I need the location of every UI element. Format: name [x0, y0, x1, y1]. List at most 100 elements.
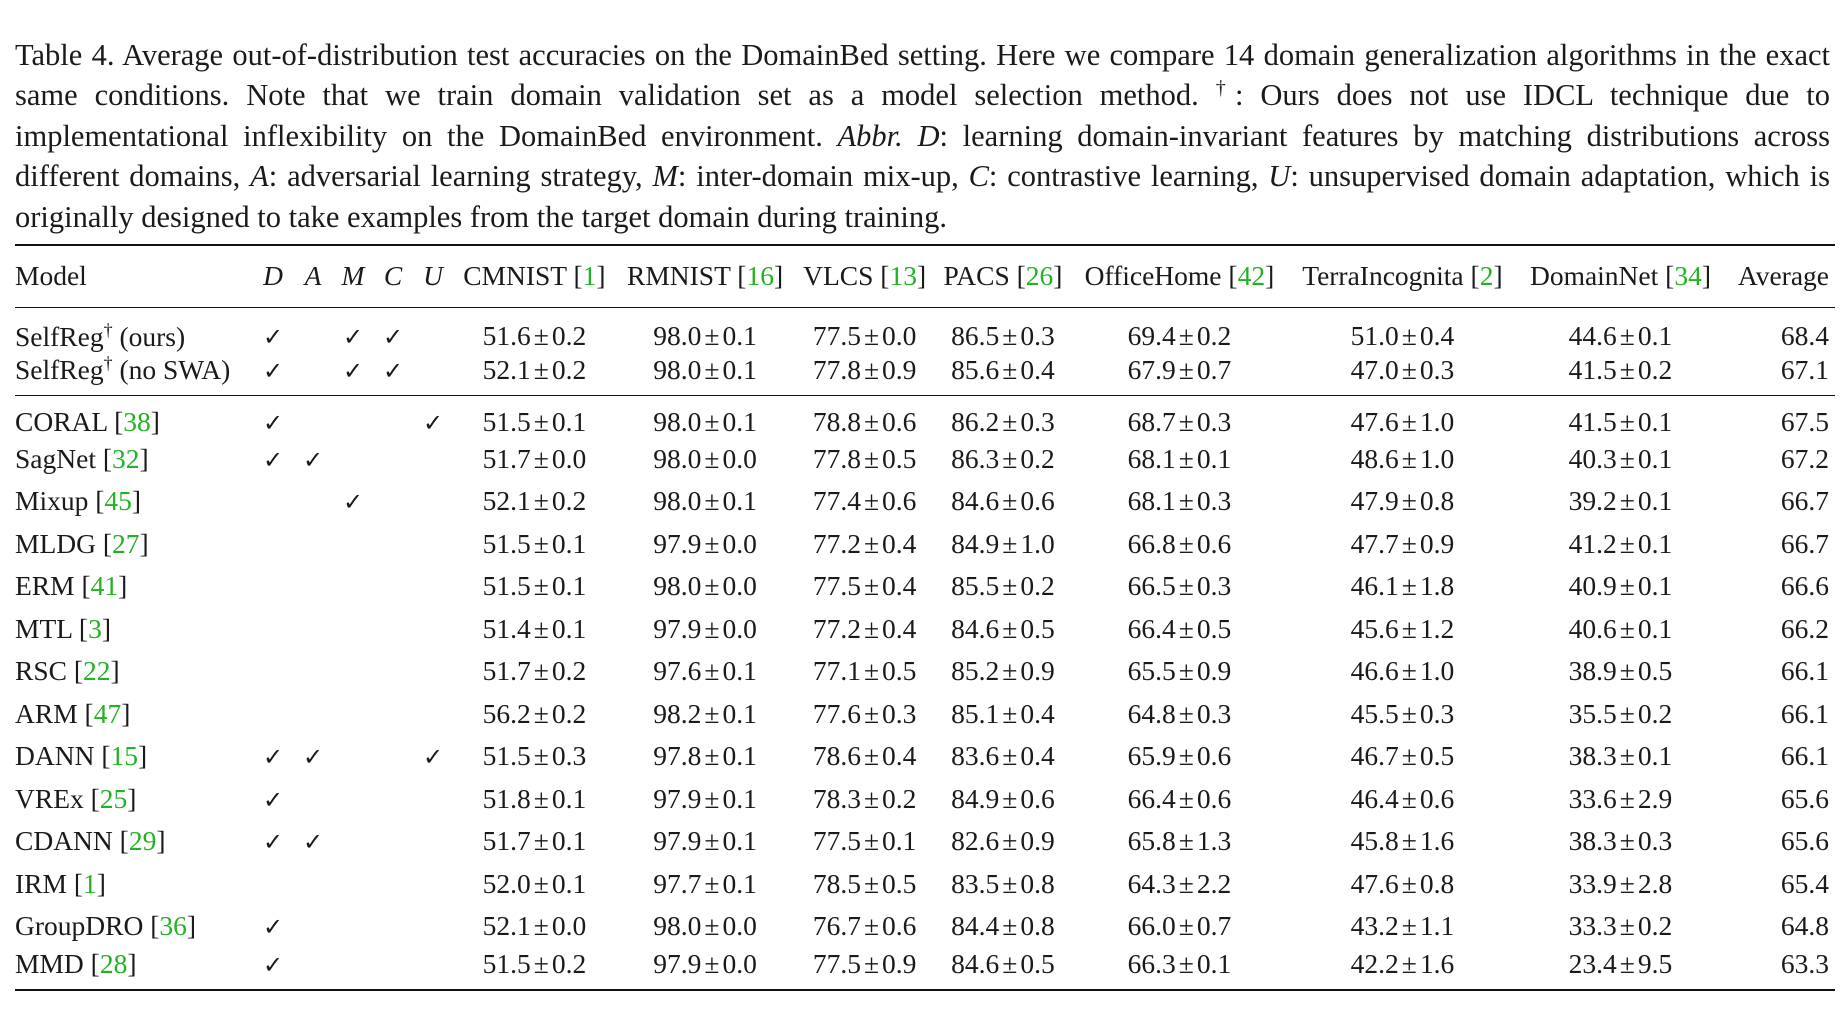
citation-link[interactable]: 45	[104, 485, 132, 517]
table-row: CDANN [29] ✓ ✓ 51.7 ±0.1 97.9 ±0.1 77.5 ±0.1 82.6…	[15, 820, 1835, 863]
flag-cell	[373, 905, 413, 948]
plus-minus-icon: ±	[1619, 948, 1635, 980]
accuracy-mean: 41.2	[1568, 527, 1617, 559]
ours-rows: SelfReg† (ours) ✓ ✓ ✓ 51.6 ±0.2 98.0 ±0.1 77.5 ±0…	[15, 307, 1835, 395]
header-dataset: TerraIncognita [2]	[1287, 244, 1517, 308]
model-suffix: (no SWA)	[112, 354, 231, 386]
accuracy-mean: 51.4	[482, 612, 531, 644]
citation-link[interactable]: 28	[99, 948, 128, 980]
average-cell: 65.4	[1780, 867, 1829, 899]
accuracy-cell: 66.3 ±0.1	[1071, 947, 1288, 992]
citation-link[interactable]: 1	[83, 867, 97, 899]
accuracy-std: 0.8	[1020, 867, 1055, 899]
header-flag-c: C	[373, 244, 413, 308]
citation-link[interactable]: 3	[88, 612, 102, 644]
citation-link[interactable]: 32	[112, 442, 140, 474]
flag-cell	[373, 693, 413, 736]
citation-link[interactable]: 22	[83, 655, 111, 687]
citation-link[interactable]: 2	[1479, 260, 1494, 292]
citation-link[interactable]: 16	[746, 260, 774, 292]
citation-link[interactable]: 15	[110, 740, 139, 772]
plus-minus-icon: ±	[1002, 612, 1018, 644]
flag-cell	[253, 863, 293, 906]
accuracy-mean: 51.7	[482, 442, 531, 474]
flag-cell	[413, 905, 453, 948]
accuracy-std: 0.6	[1020, 485, 1055, 517]
citation-link[interactable]: 29	[128, 825, 157, 857]
accuracy-std: 0.4	[1020, 353, 1055, 385]
accuracy-cell: 84.4 ±0.8	[935, 905, 1071, 948]
plus-minus-icon: ±	[1178, 910, 1194, 942]
flag-cell	[333, 523, 373, 566]
plus-minus-icon: ±	[533, 740, 549, 772]
plus-minus-icon: ±	[1002, 655, 1018, 687]
accuracy-std: 0.1	[551, 867, 587, 899]
citation-link[interactable]: 13	[889, 260, 917, 292]
citation-link[interactable]: 26	[1025, 260, 1054, 292]
flag-cell: ✓	[253, 307, 293, 353]
citation-link[interactable]: 47	[93, 697, 122, 729]
flag-cell	[293, 650, 333, 693]
accuracy-std: 0.1	[551, 527, 587, 559]
plus-minus-icon: ±	[704, 867, 720, 899]
plus-minus-icon: ±	[704, 782, 720, 814]
accuracy-std: 0.1	[551, 612, 587, 644]
average-cell: 66.2	[1780, 612, 1829, 644]
accuracy-mean: 38.3	[1568, 825, 1617, 857]
accuracy-cell: 84.6 ±0.5	[935, 608, 1071, 651]
flag-cell	[293, 863, 333, 906]
accuracy-mean: 77.5	[812, 320, 861, 352]
plus-minus-icon: ±	[533, 948, 549, 980]
accuracy-std: 2.2	[1196, 867, 1232, 899]
accuracy-mean: 51.5	[482, 948, 531, 980]
citation-link[interactable]: 36	[159, 910, 187, 942]
citation-link[interactable]: 41	[90, 570, 119, 602]
accuracy-cell: 77.5 ±0.9	[794, 947, 935, 992]
accuracy-mean: 39.2	[1568, 485, 1617, 517]
checkmark-icon: ✓	[262, 913, 284, 942]
accuracy-cell: 33.3 ±0.2	[1517, 905, 1724, 948]
accuracy-cell: 98.0 ±0.0	[616, 905, 795, 948]
table-caption: Table 4. Average out-of-distribution tes…	[15, 35, 1830, 238]
citation-link[interactable]: 38	[123, 405, 151, 437]
accuracy-cell: 82.6 ±0.9	[935, 820, 1071, 863]
accuracy-cell: 66.8 ±0.6	[1071, 523, 1288, 566]
plus-minus-icon: ±	[1178, 948, 1194, 980]
accuracy-mean: 47.6	[1350, 867, 1399, 899]
accuracy-cell: 68.1 ±0.3	[1071, 480, 1288, 523]
average-cell: 64.8	[1780, 910, 1829, 942]
accuracy-std: 0.2	[551, 697, 587, 729]
plus-minus-icon: ±	[863, 442, 880, 474]
flag-cell	[293, 778, 333, 821]
citation-link[interactable]: 27	[112, 527, 140, 559]
average-cell: 67.2	[1780, 442, 1829, 474]
accuracy-cell: 46.6 ±1.0	[1288, 650, 1517, 693]
plus-minus-icon: ±	[704, 740, 720, 772]
flag-cell	[413, 353, 453, 396]
citation-link[interactable]: 1	[582, 260, 597, 292]
accuracy-cell: 51.7 ±0.0	[453, 438, 616, 481]
accuracy-std: 0.3	[1020, 405, 1055, 437]
accuracy-std: 0.1	[1637, 527, 1673, 559]
plus-minus-icon: ±	[1401, 910, 1417, 942]
citation-link[interactable]: 25	[99, 782, 128, 814]
caption-text: : learning domain-invariant features by …	[15, 118, 1830, 194]
plus-minus-icon: ±	[533, 485, 549, 517]
accuracy-std: 0.8	[1020, 910, 1055, 942]
accuracy-std: 0.2	[551, 655, 587, 687]
plus-minus-icon: ±	[1401, 825, 1417, 857]
caption-label: Table 4.	[15, 37, 115, 72]
checkmark-icon: ✓	[342, 356, 364, 385]
accuracy-std: 0.1	[1196, 948, 1232, 980]
plus-minus-icon: ±	[863, 353, 880, 385]
citation-link[interactable]: 34	[1674, 260, 1702, 292]
plus-minus-icon: ±	[1619, 612, 1635, 644]
accuracy-std: 9.5	[1637, 948, 1673, 980]
accuracy-cell: 38.3 ±0.1	[1517, 735, 1724, 778]
plus-minus-icon: ±	[1178, 825, 1194, 857]
citation-link[interactable]: 42	[1237, 260, 1266, 292]
accuracy-cell: 47.0 ±0.3	[1288, 353, 1517, 396]
table-row: RSC [22] 51.7 ±0.2 97.6 ±0.1 77.1 ±0.5 85.2 ±0.9…	[15, 650, 1835, 693]
accuracy-std: 0.3	[1637, 825, 1673, 857]
accuracy-std: 0.5	[882, 655, 917, 687]
